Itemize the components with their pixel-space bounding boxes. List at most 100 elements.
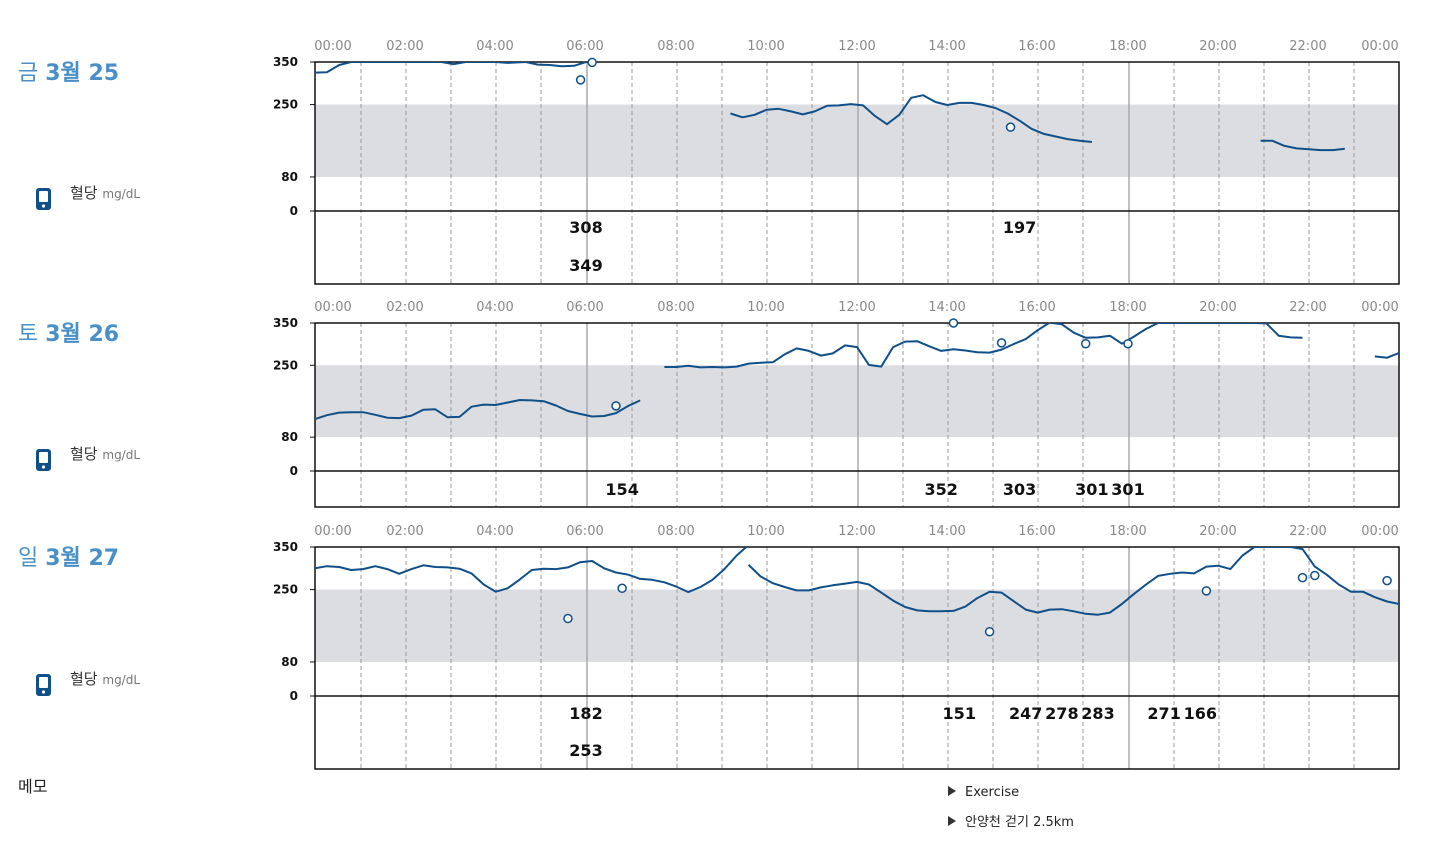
reading-value-label: 278 [1045,704,1078,723]
metric-label: 혈당 mg/dL [70,184,140,202]
reading-point[interactable] [563,613,573,624]
glucose-meter-icon [36,188,51,210]
glucose-series-line [664,323,1303,369]
day-panel-1: 금 3월 25 혈당 mg/dL 350 250 80 0 00:00 02:00 04:00 0… [18,39,1400,285]
reading-point[interactable] [575,75,586,85]
x-tick-label: 22:00 [1289,524,1326,539]
x-tick-label: 16:00 [1018,524,1055,539]
glucose-series-line [315,399,641,420]
y-tick-label: 0 [290,689,298,703]
x-tick-label: 08:00 [657,300,694,315]
y-tick-label: 80 [281,170,298,184]
x-tick-label: 00:00 [1361,39,1398,54]
x-tick-label: 14:00 [928,300,965,315]
reading-value-label: 271 [1147,704,1180,723]
target-range-band [315,104,1399,177]
reading-point[interactable] [1123,338,1133,349]
x-tick-label: 04:00 [476,300,513,315]
metric-label: 혈당 mg/dL [70,445,140,463]
x-tick-label: 20:00 [1199,39,1236,54]
panel-frame [314,61,1400,285]
x-tick-label: 12:00 [838,300,875,315]
x-tick-label: 22:00 [1289,300,1326,315]
reading-point[interactable] [1382,575,1392,586]
reading-point[interactable] [996,338,1007,348]
date: 3월 25 [45,61,119,86]
glucose-series-line [1423,576,1432,579]
y-tick-label: 250 [273,358,298,372]
note-text[interactable]: Exercise [965,785,1019,800]
x-tick-label: 06:00 [566,39,603,54]
reading-value-label: 247 [1009,704,1042,723]
x-tick-label: 00:00 [314,524,351,539]
target-range-band [315,365,1399,438]
x-tick-label: 18:00 [1109,39,1146,54]
reading-value-label: 301 [1075,480,1108,499]
reading-value-label: 283 [1081,704,1114,723]
y-tick-label: 250 [273,98,298,112]
x-tick-label: 00:00 [314,39,351,54]
x-tick-label: 10:00 [747,524,784,539]
panel-frame [314,546,1400,770]
x-tick-label: 16:00 [1018,39,1055,54]
glucose-series-line [315,62,587,74]
reading-value-label: 352 [924,480,957,499]
day-label: 일 3월 27 [18,546,119,571]
reading-value-label: 151 [943,704,976,723]
reading-value-label: 303 [1003,480,1036,499]
reading-point[interactable] [948,318,959,328]
reading-value-label: 154 [605,480,638,499]
reading-point[interactable] [1297,572,1308,583]
x-tick-label: 12:00 [838,524,875,539]
reading-value-label: 253 [569,741,602,760]
y-tick-label: 350 [273,316,298,330]
reading-value-label: 197 [1003,218,1036,237]
x-tick-label: 02:00 [386,524,423,539]
note-expand-icon[interactable] [948,816,956,826]
x-tick-label: 14:00 [928,39,965,54]
x-tick-label: 00:00 [314,300,351,315]
y-tick-label: 350 [273,540,298,554]
reading-value-label: 182 [569,704,602,723]
reading-value-label: 349 [569,256,602,275]
reading-point[interactable] [617,583,627,594]
x-tick-label: 04:00 [476,524,513,539]
x-tick-label: 18:00 [1109,524,1146,539]
reading-value-label: 166 [1184,704,1217,723]
reading-point[interactable] [1201,586,1212,596]
reading-point[interactable] [1080,338,1091,349]
glucose-series-line [730,94,1092,143]
y-tick-label: 80 [281,430,298,444]
reading-point[interactable] [984,626,995,637]
x-tick-label: 08:00 [657,524,694,539]
y-tick-label: 80 [281,655,298,669]
y-tick-label: 0 [290,204,298,218]
x-tick-label: 08:00 [657,39,694,54]
memo-label: 메모 [18,777,47,796]
x-tick-label: 00:00 [1361,524,1398,539]
weekday: 일 [18,546,45,571]
x-tick-label: 18:00 [1109,300,1146,315]
date: 3월 27 [45,546,119,571]
reading-point[interactable] [1310,570,1320,581]
day-label: 토 3월 26 [18,322,119,347]
reading-value-label: 308 [569,218,602,237]
x-tick-label: 02:00 [386,300,423,315]
y-tick-label: 0 [290,464,298,478]
note-text[interactable]: 안양천 걷기 2.5km [965,815,1074,830]
reading-point[interactable] [587,57,597,68]
day-panel-3: 일 3월 27 혈당 mg/dL 350 250 80 0 00:00 02:00 04:00 0… [18,524,1432,770]
glucose-series-line [315,547,748,594]
x-tick-label: 02:00 [386,39,423,54]
x-tick-label: 04:00 [476,39,513,54]
note-expand-icon[interactable] [948,786,956,796]
metric-label: 혈당 mg/dL [70,670,140,688]
glucose-series-line [1374,352,1399,359]
glucose-meter-icon [36,449,51,471]
glucose-series-line [747,547,1399,616]
reading-value-label: 301 [1111,480,1144,499]
reading-point[interactable] [611,401,621,411]
reading-point[interactable] [1005,122,1016,132]
x-tick-label: 00:00 [1361,300,1398,315]
x-tick-label: 20:00 [1199,300,1236,315]
